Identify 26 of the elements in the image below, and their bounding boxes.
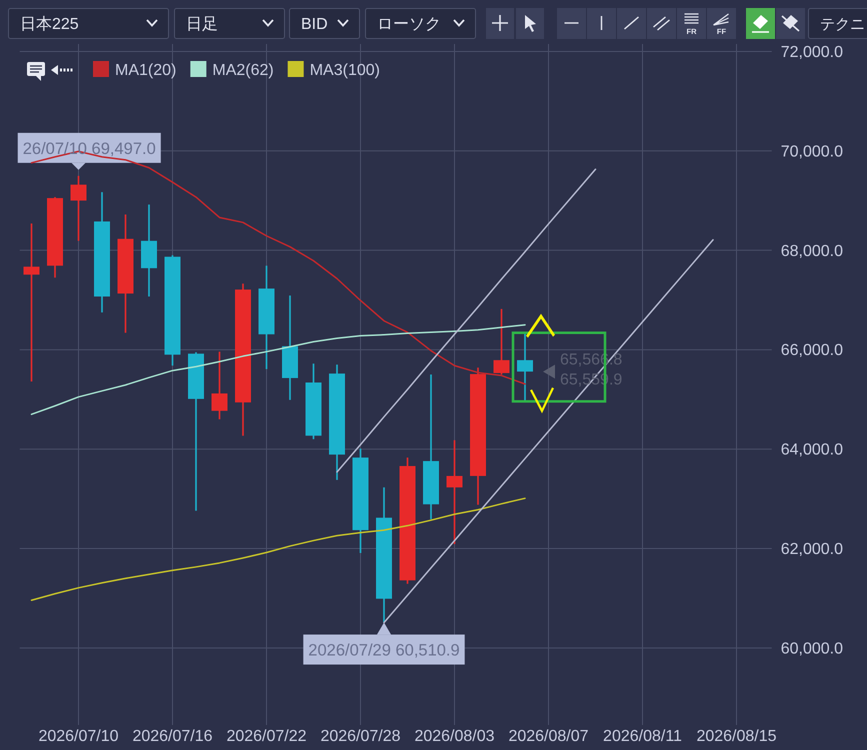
- y-tick-label: 60,000.0: [780, 640, 844, 658]
- x-tick-label: 2026/08/11: [603, 728, 682, 745]
- x-tick-label: 2026/07/28: [320, 728, 401, 745]
- y-tick-label: 70,000.0: [780, 143, 844, 160]
- y-tick-label: 64,000.0: [780, 442, 844, 459]
- callout-label: 2026/07/29 60,510.9: [308, 642, 460, 660]
- x-tick-label: 2026/07/16: [132, 728, 213, 745]
- y-tick-label: 72,000.0: [780, 44, 844, 61]
- x-tick-label: 2026/08/07: [508, 728, 589, 745]
- legend-label: MA1(20): [115, 62, 176, 79]
- control-dropdown: 日足: [174, 8, 285, 39]
- control-dropdown: 日本225: [8, 8, 169, 39]
- y-tick-label: 68,000.0: [780, 242, 844, 260]
- callout-label: 26/07/10 69,497.0: [22, 140, 156, 158]
- control-dropdown: ローソク: [365, 8, 476, 39]
- legend-label: MA2(62): [212, 62, 274, 79]
- x-tick-label: 2026/08/15: [696, 728, 777, 745]
- control-dropdown: BID: [289, 8, 360, 39]
- y-tick-label: 62,000.0: [780, 541, 844, 558]
- x-tick-label: 2026/07/22: [226, 728, 307, 745]
- legend-label: MA3(100): [310, 62, 380, 79]
- chart-title: 日本225: [20, 15, 79, 33]
- y-tick-label: 66,000.0: [780, 342, 844, 360]
- control-dropdown: テクニ: [808, 8, 867, 39]
- x-tick-label: 2026/08/03: [414, 728, 495, 745]
- x-tick-label: 2026/07/10: [38, 728, 119, 745]
